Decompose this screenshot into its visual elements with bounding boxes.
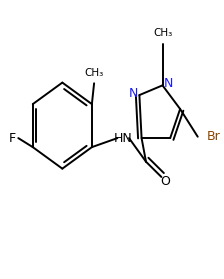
Text: F: F (9, 132, 16, 145)
Text: HN: HN (114, 132, 132, 145)
Text: N: N (163, 78, 173, 90)
Text: CH₃: CH₃ (153, 28, 172, 38)
Text: O: O (160, 175, 170, 188)
Text: N: N (129, 87, 139, 100)
Text: Br: Br (207, 130, 220, 143)
Text: CH₃: CH₃ (84, 68, 104, 78)
